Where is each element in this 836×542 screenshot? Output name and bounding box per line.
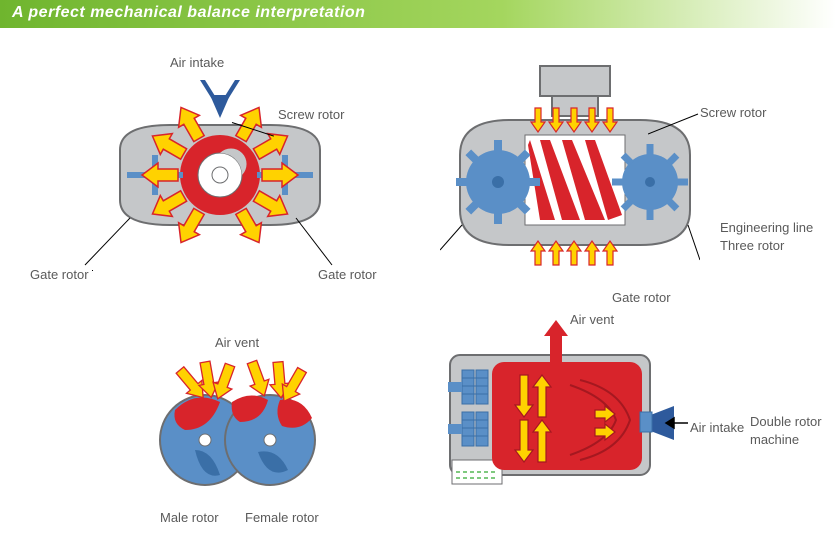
- label-gate-rotor-bottom: Gate rotor: [612, 290, 671, 305]
- leader-svg: [648, 110, 708, 140]
- label-air-vent-right: Air vent: [570, 312, 614, 327]
- label-eng-line-2: Three rotor: [720, 238, 784, 253]
- label-screw-rotor-left: Screw rotor: [278, 107, 344, 122]
- header-title: A perfect mechanical balance interpretat…: [12, 4, 365, 21]
- label-air-intake-right: Air intake: [690, 420, 744, 435]
- page-header: A perfect mechanical balance interpretat…: [0, 0, 836, 28]
- diagram-twin-lobe: [140, 340, 340, 510]
- label-eng-line-1: Engineering line: [720, 220, 813, 235]
- label-female-rotor: Female rotor: [245, 510, 319, 525]
- leader-line: [92, 270, 93, 271]
- label-air-intake-top: Air intake: [170, 55, 224, 70]
- diagram-double-rotor-machine: [430, 320, 690, 515]
- label-male-rotor: Male rotor: [160, 510, 219, 525]
- leader-svg: [290, 210, 350, 270]
- label-double-rotor-1: Double rotor: [750, 414, 822, 429]
- label-double-rotor-2: machine: [750, 432, 799, 447]
- diagram-three-rotor: [440, 60, 700, 280]
- label-air-vent-left: Air vent: [215, 335, 259, 350]
- label-screw-rotor-right: Screw rotor: [700, 105, 766, 120]
- leader-svg: [80, 210, 140, 270]
